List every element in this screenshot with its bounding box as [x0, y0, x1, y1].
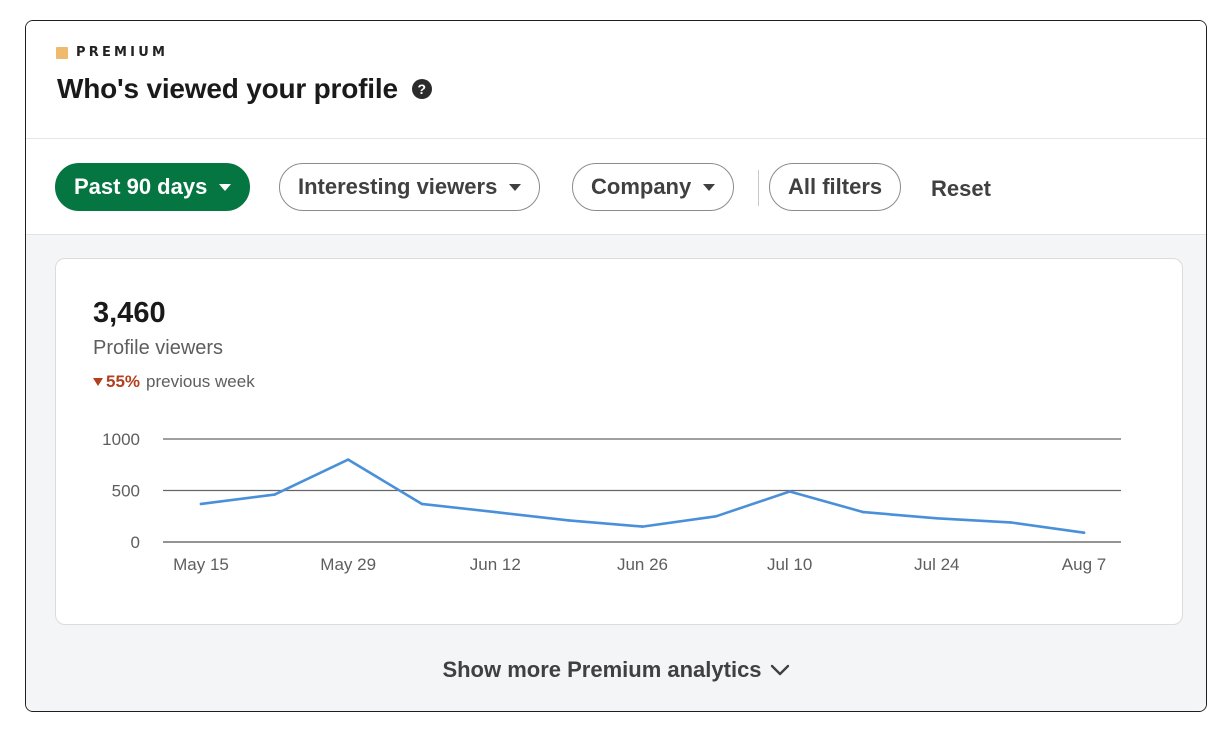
interesting-viewers-filter-button[interactable]: Interesting viewers	[279, 163, 541, 211]
chevron-down-icon	[770, 664, 789, 676]
x-tick-label: Jun 12	[470, 555, 521, 574]
data-point	[1082, 531, 1086, 535]
chart-card: 3,460 Profile viewers 55% previous week …	[55, 258, 1183, 625]
caret-down-icon	[219, 183, 232, 191]
reset-button[interactable]: Reset	[931, 176, 991, 201]
caret-down-icon	[703, 183, 716, 191]
x-tick-label: Jun 26	[617, 555, 668, 574]
filter-separator	[758, 170, 759, 206]
data-point	[346, 458, 350, 461]
y-tick-label: 0	[131, 533, 140, 552]
data-point	[861, 510, 865, 514]
card-header: PREMIUM Who's viewed your profile ?	[26, 21, 1206, 139]
data-point	[935, 517, 939, 520]
data-point	[714, 514, 718, 518]
data-point	[273, 493, 276, 496]
all-filters-button[interactable]: All filters	[769, 163, 902, 211]
viewer-count: 3,460	[93, 297, 166, 329]
data-point	[567, 519, 571, 522]
filter-divider	[26, 234, 1206, 235]
data-point	[641, 525, 644, 528]
all-filters-label: All filters	[788, 174, 883, 199]
y-tick-label: 500	[112, 482, 140, 501]
header-divider	[26, 138, 1206, 139]
change-indicator: 55% previous week	[93, 372, 255, 392]
data-point	[199, 502, 203, 506]
title-row: Who's viewed your profile ?	[57, 73, 432, 105]
page-title: Who's viewed your profile	[57, 73, 398, 104]
x-tick-label: May 15	[173, 555, 229, 574]
profile-viewers-line-chart: 1000 500 0 May 15 May 29 Jun 12 Jun 26 Jul 10 Ju…	[102, 430, 1121, 574]
filter-bar: Past 90 days Interesting viewers Company…	[26, 139, 1206, 235]
data-point	[788, 490, 791, 493]
company-label: Company	[591, 174, 692, 199]
analytics-body: 3,460 Profile viewers 55% previous week …	[26, 235, 1206, 711]
change-text: previous week	[146, 372, 255, 391]
x-tick-label: Jul 24	[914, 555, 959, 574]
time-range-filter-button[interactable]: Past 90 days	[55, 163, 251, 211]
x-tick-label: Aug 7	[1062, 555, 1106, 574]
viewer-count-label: Profile viewers	[93, 337, 224, 359]
show-more-analytics-button[interactable]: Show more Premium analytics	[26, 657, 1206, 683]
premium-label: PREMIUM	[76, 45, 169, 60]
x-tick-label: May 29	[320, 555, 376, 574]
profile-viewers-card: PREMIUM Who's viewed your profile ? Past…	[25, 20, 1207, 712]
data-point	[420, 502, 424, 506]
time-range-label: Past 90 days	[74, 174, 208, 199]
premium-icon	[56, 46, 68, 59]
data-point	[1009, 521, 1012, 524]
x-tick-label: Jul 10	[767, 555, 812, 574]
show-more-label: Show more Premium analytics	[442, 657, 762, 682]
series-line	[199, 458, 1086, 535]
caret-down-icon	[509, 183, 522, 191]
change-percent: 55%	[106, 372, 141, 391]
premium-badge: PREMIUM	[56, 45, 168, 60]
company-filter-button[interactable]: Company	[572, 163, 735, 211]
question-circle-icon[interactable]: ?	[411, 79, 432, 99]
down-triangle-icon	[93, 378, 103, 386]
data-point	[494, 510, 497, 514]
interesting-viewers-label: Interesting viewers	[298, 174, 498, 199]
y-tick-label: 1000	[102, 430, 140, 449]
